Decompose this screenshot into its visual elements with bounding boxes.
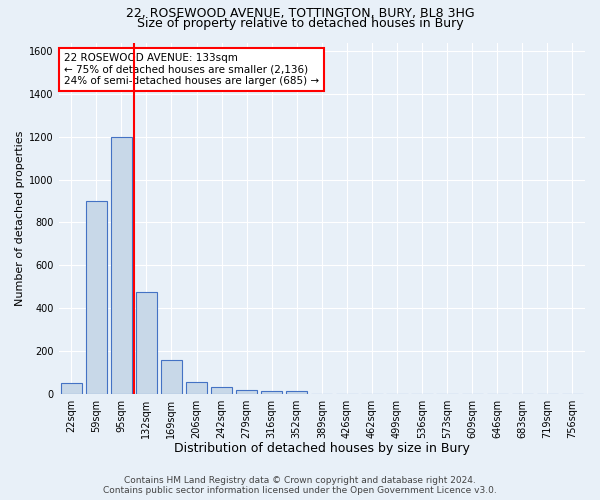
- Bar: [286, 392, 307, 394]
- Bar: [211, 387, 232, 394]
- Text: Size of property relative to detached houses in Bury: Size of property relative to detached ho…: [137, 18, 463, 30]
- Text: 22 ROSEWOOD AVENUE: 133sqm
← 75% of detached houses are smaller (2,136)
24% of s: 22 ROSEWOOD AVENUE: 133sqm ← 75% of deta…: [64, 53, 319, 86]
- Bar: [261, 391, 283, 394]
- Bar: [110, 136, 132, 394]
- Bar: [161, 360, 182, 394]
- X-axis label: Distribution of detached houses by size in Bury: Distribution of detached houses by size …: [174, 442, 470, 455]
- Bar: [236, 390, 257, 394]
- Bar: [61, 383, 82, 394]
- Bar: [136, 292, 157, 394]
- Text: 22, ROSEWOOD AVENUE, TOTTINGTON, BURY, BL8 3HG: 22, ROSEWOOD AVENUE, TOTTINGTON, BURY, B…: [125, 8, 475, 20]
- Y-axis label: Number of detached properties: Number of detached properties: [15, 130, 25, 306]
- Bar: [186, 382, 207, 394]
- Text: Contains HM Land Registry data © Crown copyright and database right 2024.
Contai: Contains HM Land Registry data © Crown c…: [103, 476, 497, 495]
- Bar: [86, 201, 107, 394]
